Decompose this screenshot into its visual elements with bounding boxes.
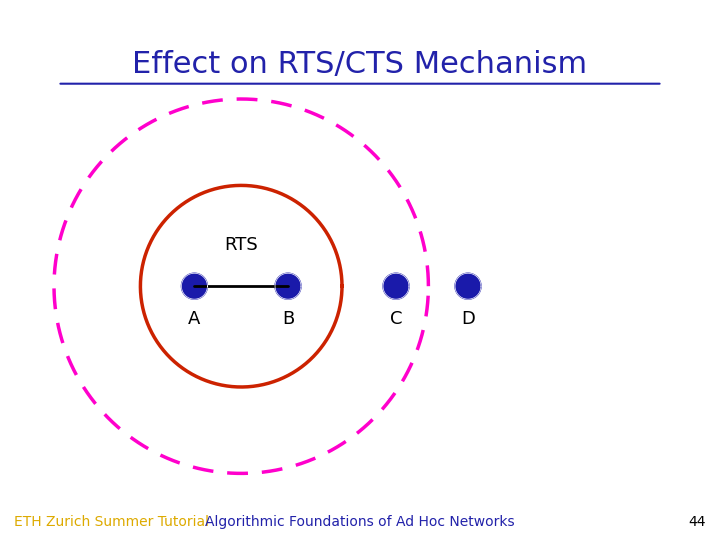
Text: B: B — [282, 310, 294, 328]
Text: Effect on RTS/CTS Mechanism: Effect on RTS/CTS Mechanism — [132, 50, 588, 79]
Polygon shape — [181, 273, 207, 299]
Polygon shape — [383, 273, 409, 299]
Text: 44: 44 — [688, 515, 706, 529]
Text: C: C — [390, 310, 402, 328]
Text: Algorithmic Foundations of Ad Hoc Networks: Algorithmic Foundations of Ad Hoc Networ… — [205, 515, 515, 529]
Polygon shape — [275, 273, 301, 299]
Polygon shape — [455, 273, 481, 299]
Text: D: D — [461, 310, 475, 328]
Text: ETH Zurich Summer Tutorial: ETH Zurich Summer Tutorial — [14, 515, 210, 529]
Text: A: A — [188, 310, 201, 328]
Text: RTS: RTS — [225, 236, 258, 254]
